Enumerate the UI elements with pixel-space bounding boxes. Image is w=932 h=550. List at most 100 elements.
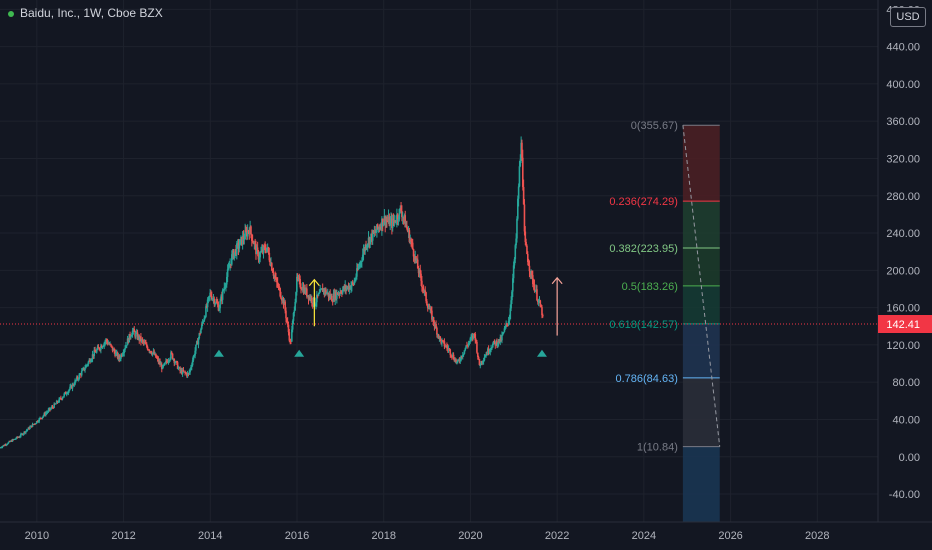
candle-body <box>436 327 438 335</box>
candle-body <box>354 279 357 281</box>
candle-body <box>281 298 283 301</box>
candle-body <box>295 292 297 303</box>
candle-body <box>330 295 332 298</box>
time-axis[interactable]: 2010 2012 2014 2016 2018 2020 2022 2024 2026 2028 <box>0 521 932 550</box>
candle-body <box>299 278 301 288</box>
candle-body <box>433 322 436 327</box>
candle-body <box>145 343 147 345</box>
candle-body <box>331 295 333 302</box>
candle-body <box>143 342 146 344</box>
candle-body <box>276 278 278 283</box>
candle-body <box>418 269 421 274</box>
fib-level-label: 0.5(183.26) <box>622 281 678 293</box>
candle-body <box>101 346 104 348</box>
candle-body <box>356 268 359 270</box>
candle-body <box>402 217 405 219</box>
chart-markers <box>213 276 563 357</box>
currency-badge[interactable]: USD <box>890 7 926 27</box>
candle-body <box>118 355 121 360</box>
candle-body <box>474 333 477 341</box>
bullish-marker <box>294 349 305 357</box>
candle-body <box>261 249 263 252</box>
candle-body <box>90 360 92 363</box>
candle-body <box>20 433 23 435</box>
candle-body <box>375 231 377 233</box>
candle-body <box>411 242 414 250</box>
candle-body <box>135 333 137 337</box>
candle-body <box>46 411 49 413</box>
candle-body <box>278 286 281 289</box>
candle-body <box>336 292 338 299</box>
candle-body <box>396 214 399 220</box>
candle-body <box>399 207 402 209</box>
candle-body <box>201 322 204 324</box>
candle-body <box>516 198 519 219</box>
candle-body <box>2 445 5 447</box>
candle-body <box>309 296 311 300</box>
candle-body <box>25 430 27 433</box>
price-tick-label: 80.00 <box>892 377 920 389</box>
fibonacci-retracement[interactable]: 0(355.67) 0.236(274.29) 0.382(223.95) 0.5(1… <box>609 120 721 522</box>
candle-body <box>254 242 256 244</box>
candle-body <box>114 351 116 356</box>
candle-body <box>311 297 313 304</box>
candle-body <box>140 336 142 342</box>
candle-body <box>82 367 85 370</box>
price-tick-label: -40.00 <box>889 489 920 501</box>
candle-body <box>96 346 99 350</box>
candle-body <box>66 393 69 395</box>
candle-body <box>407 230 410 232</box>
fib-zone <box>682 247 720 286</box>
candle-body <box>442 340 445 342</box>
candle-body <box>485 353 487 357</box>
candle-body <box>540 306 542 308</box>
candle-body <box>11 439 14 442</box>
candle-body <box>72 384 75 386</box>
candle-body <box>199 333 201 335</box>
candle-body <box>224 286 226 288</box>
time-tick-label: 2018 <box>371 530 395 542</box>
candle-body <box>519 159 522 167</box>
candle-body <box>182 369 185 372</box>
candle-body <box>84 368 86 371</box>
candle-body <box>42 415 45 417</box>
candle-body <box>235 249 237 255</box>
candle-body <box>210 296 213 300</box>
candle-body <box>482 360 485 362</box>
candle-body <box>532 284 535 286</box>
candle-body <box>158 361 161 363</box>
candle-body <box>252 242 255 245</box>
candle-body <box>401 217 404 219</box>
candle-body <box>140 339 143 342</box>
candle-body <box>506 323 508 325</box>
candle-body <box>271 263 273 271</box>
candle-body <box>261 249 264 253</box>
candle-body <box>12 439 15 441</box>
candle-body <box>185 373 188 376</box>
candle-body <box>57 402 60 404</box>
candle-body <box>85 365 87 369</box>
candle-body <box>273 275 276 277</box>
candle-body <box>50 408 52 410</box>
candle-body <box>513 259 516 266</box>
candle-body <box>361 254 364 261</box>
candle-body <box>406 225 408 229</box>
candle-body <box>288 332 291 341</box>
candle-body <box>241 236 244 245</box>
candle-body <box>374 231 377 233</box>
candle-body <box>222 290 225 292</box>
candle-body <box>357 266 360 270</box>
candle-body <box>426 305 429 309</box>
candle-body <box>280 296 282 299</box>
candle-body <box>456 360 459 362</box>
candle-body <box>431 317 434 320</box>
candle-body <box>120 354 122 360</box>
candle-body <box>450 354 452 357</box>
price-axis[interactable]: -40.00 0.00 40.00 80.00 120.00 160.00 200.00 24… <box>877 0 932 550</box>
candle-body <box>197 338 200 345</box>
candle-body <box>76 377 79 380</box>
candle-body <box>236 242 239 244</box>
candle-body <box>165 360 168 362</box>
candle-body <box>395 221 397 223</box>
